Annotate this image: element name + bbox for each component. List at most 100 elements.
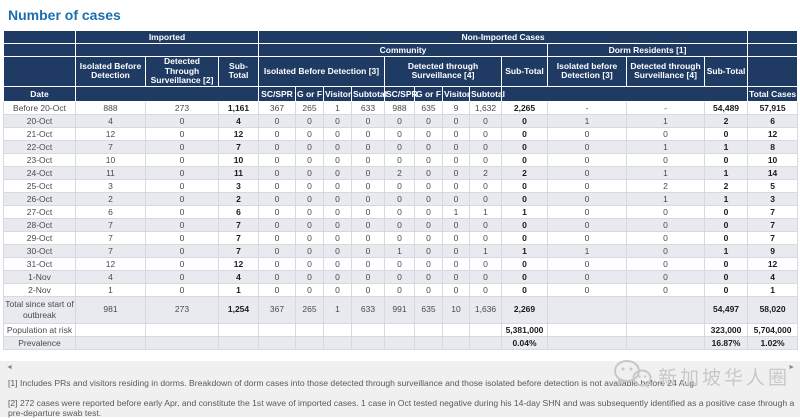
cell-value: 11 — [75, 165, 146, 180]
cell-value: 633 — [351, 100, 385, 115]
cell-value: 0 — [703, 230, 749, 245]
cell-value: 0 — [295, 165, 324, 180]
horizontal-scrollbar[interactable]: ◄ ► — [0, 363, 800, 373]
cell-value: 1 — [218, 282, 259, 297]
cell-value: 0 — [323, 204, 352, 219]
table-row: 27-Oct 6 0 6 0 0 0 0 0 0 1 1 1 0 0 0 7 — [3, 204, 799, 219]
cell-value — [626, 335, 705, 350]
cell-value: 5,704,000 — [747, 322, 799, 337]
table-row: 20-Oct 4 0 4 0 0 0 0 0 0 0 0 0 1 1 2 6 — [3, 113, 799, 128]
col-header-g-or-f: G or F — [414, 85, 443, 102]
cell-value: 0 — [295, 230, 324, 245]
cell-value: 0 — [384, 113, 415, 128]
cell-value: 0 — [547, 256, 627, 271]
cell-value: 1 — [747, 282, 799, 297]
cell-value: 635 — [414, 100, 443, 115]
row-date: 31-Oct — [3, 256, 76, 271]
cell-value: 1,636 — [469, 295, 502, 324]
col-header-subtotal: Subtotal — [469, 85, 505, 102]
cell-value: 7 — [75, 217, 146, 232]
cell-value: 0 — [414, 165, 443, 180]
cell-value: 0 — [145, 165, 219, 180]
footnote-1: [1] Includes PRs and visitors residing i… — [8, 378, 697, 388]
cell-value: 0 — [469, 217, 502, 232]
cell-value: 10 — [75, 152, 146, 167]
cell-value: 0 — [414, 204, 443, 219]
header-blank — [3, 56, 76, 87]
cell-value: 2 — [703, 178, 749, 193]
cell-value: 6 — [75, 204, 146, 219]
cell-value: 0 — [351, 152, 385, 167]
cell-value: 0 — [351, 204, 385, 219]
cell-value: 273 — [145, 295, 219, 324]
cell-value: 0 — [258, 113, 296, 128]
cell-value: 0 — [351, 217, 385, 232]
cell-value: 1 — [75, 282, 146, 297]
cell-value: 2 — [703, 113, 749, 128]
cell-value: 0 — [258, 204, 296, 219]
cell-value: 0 — [442, 113, 470, 128]
scroll-right-icon[interactable]: ► — [788, 364, 795, 371]
cell-value: 12 — [747, 256, 799, 271]
cell-value: 0 — [323, 178, 352, 193]
cell-value: 0 — [258, 139, 296, 154]
bottom-panel: ◄ ► [1] Includes PRs and visitors residi… — [0, 359, 800, 418]
cell-value: 1 — [626, 191, 705, 206]
cell-value — [384, 335, 415, 350]
cell-value — [323, 335, 352, 350]
table-row: 26-Oct 2 0 2 0 0 0 0 0 0 0 0 0 0 1 1 3 — [3, 191, 799, 206]
cell-value: 0 — [442, 282, 470, 297]
cell-value: 0 — [703, 126, 749, 141]
cell-value: 0 — [258, 282, 296, 297]
cell-value — [469, 335, 502, 350]
cell-value: 2 — [469, 165, 502, 180]
cell-value — [469, 322, 502, 337]
cell-value: 4 — [75, 269, 146, 284]
cell-value — [351, 335, 385, 350]
cell-value: 0 — [384, 256, 415, 271]
cell-value — [626, 295, 705, 324]
cell-value: 0 — [703, 217, 749, 232]
cell-value: 0 — [442, 178, 470, 193]
scroll-left-icon[interactable]: ◄ — [6, 364, 13, 371]
cell-value: 1 — [469, 204, 502, 219]
footnote-2: [2] 272 cases were reported before early… — [8, 398, 795, 418]
cell-value: 0 — [145, 282, 219, 297]
cell-value — [295, 335, 324, 350]
cell-value — [218, 322, 259, 337]
header-blank — [3, 43, 76, 57]
cell-value: 0 — [703, 204, 749, 219]
cell-value: 0 — [295, 191, 324, 206]
cell-value: 54,489 — [703, 100, 749, 115]
table-row: 21-Oct 12 0 12 0 0 0 0 0 0 0 0 0 0 0 0 12 — [3, 126, 799, 141]
cell-value: 635 — [414, 295, 443, 324]
cell-value — [295, 322, 324, 337]
cell-value: 0 — [414, 178, 443, 193]
cell-value: 981 — [75, 295, 146, 324]
cell-value: 0 — [626, 217, 705, 232]
cell-value: 12 — [75, 256, 146, 271]
cell-value: 0 — [145, 126, 219, 141]
cell-value: 0 — [703, 269, 749, 284]
cell-value: 0 — [414, 113, 443, 128]
cell-value: 0 — [323, 282, 352, 297]
cell-value: 0 — [469, 152, 502, 167]
cell-value: 0 — [384, 178, 415, 193]
cell-value: 5 — [747, 178, 799, 193]
col-header-g-or-f: G or F — [295, 85, 324, 102]
cell-value: 0 — [414, 256, 443, 271]
cell-value: 12 — [747, 126, 799, 141]
cell-value: 11 — [218, 165, 259, 180]
cell-value: 0 — [442, 165, 470, 180]
cell-value — [547, 335, 627, 350]
cell-value: 3 — [747, 191, 799, 206]
cell-value: 0 — [145, 217, 219, 232]
cell-value: 367 — [258, 295, 296, 324]
table-row: 1-Nov 4 0 4 0 0 0 0 0 0 0 0 0 0 0 0 4 — [3, 269, 799, 284]
cell-value: 0 — [351, 256, 385, 271]
cell-value: 7 — [75, 139, 146, 154]
cell-value: 0 — [351, 243, 385, 258]
cell-value: 991 — [384, 295, 415, 324]
cell-value: 0 — [295, 256, 324, 271]
cell-value: 0 — [501, 191, 548, 206]
